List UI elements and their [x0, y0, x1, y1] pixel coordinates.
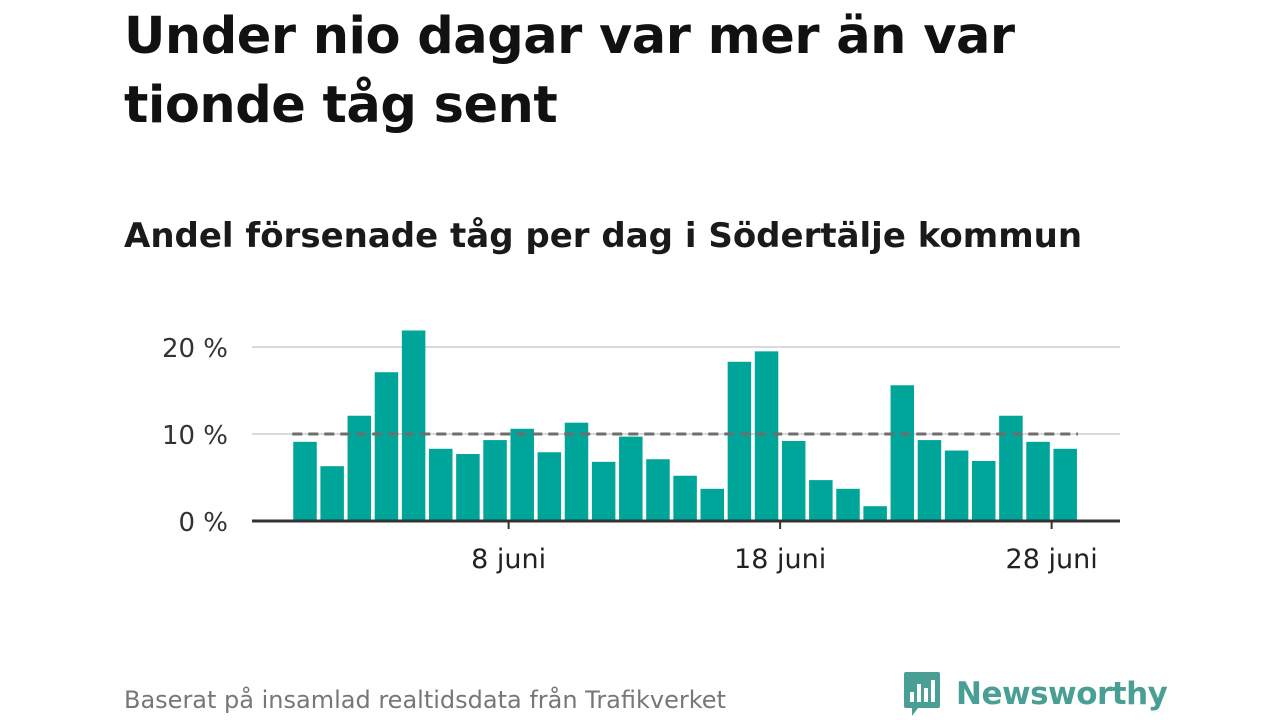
- bar-day-5: [401, 330, 426, 521]
- y-axis-labels: 0 % 10 % 20 %: [162, 334, 228, 538]
- brand-name: Newsworthy: [956, 676, 1168, 712]
- y-tick-label: 0 %: [178, 508, 228, 538]
- bar-day-1: [293, 441, 317, 521]
- bar-day-11: [564, 422, 589, 521]
- bar-day-20: [809, 480, 833, 521]
- bar-day-21: [836, 488, 860, 521]
- chart-headline: Under nio dagar var mer än var tionde tå…: [124, 7, 1015, 135]
- x-tick-label: 18 juni: [734, 544, 826, 575]
- bar-day-29: [1053, 448, 1077, 521]
- bar-day-26: [972, 460, 996, 521]
- bar-day-18: [754, 351, 779, 521]
- bar-day-8: [483, 440, 507, 521]
- bar-day-10: [537, 452, 562, 521]
- bars: [293, 330, 1077, 521]
- x-axis: 8 juni 18 juni 28 juni: [252, 519, 1120, 575]
- bar-chart: 0 % 10 % 20 % 8 juni 18 juni 28 juni: [162, 330, 1120, 575]
- bar-day-6: [429, 448, 453, 521]
- bar-day-3: [347, 415, 372, 521]
- y-tick-label: 20 %: [162, 334, 228, 364]
- bar-day-17: [727, 361, 752, 521]
- x-tick-label: 8 juni: [471, 544, 546, 575]
- bar-day-2: [320, 466, 344, 521]
- newsworthy-logo-icon: [904, 672, 940, 716]
- y-tick-label: 10 %: [162, 421, 228, 451]
- bar-day-9: [510, 428, 534, 521]
- bar-day-19: [781, 440, 806, 521]
- bar-day-7: [456, 454, 480, 521]
- source-note: Baserat på insamlad realtidsdata från Tr…: [124, 686, 726, 714]
- x-tick-label: 28 juni: [1006, 544, 1098, 575]
- bar-day-23: [890, 385, 915, 521]
- bar-day-22: [863, 506, 887, 521]
- bar-day-13: [619, 436, 643, 521]
- bar-day-15: [673, 475, 697, 521]
- bar-day-4: [374, 372, 399, 521]
- bar-day-16: [700, 488, 724, 521]
- bar-day-12: [591, 461, 616, 521]
- bar-day-14: [646, 459, 670, 521]
- chart-subtitle: Andel försenade tåg per dag i Södertälje…: [124, 216, 1083, 256]
- bar-day-27: [999, 415, 1023, 521]
- brand-logo: Newsworthy: [902, 669, 1168, 719]
- bar-day-24: [917, 440, 942, 521]
- bar-day-25: [944, 450, 969, 521]
- bar-day-28: [1026, 441, 1050, 521]
